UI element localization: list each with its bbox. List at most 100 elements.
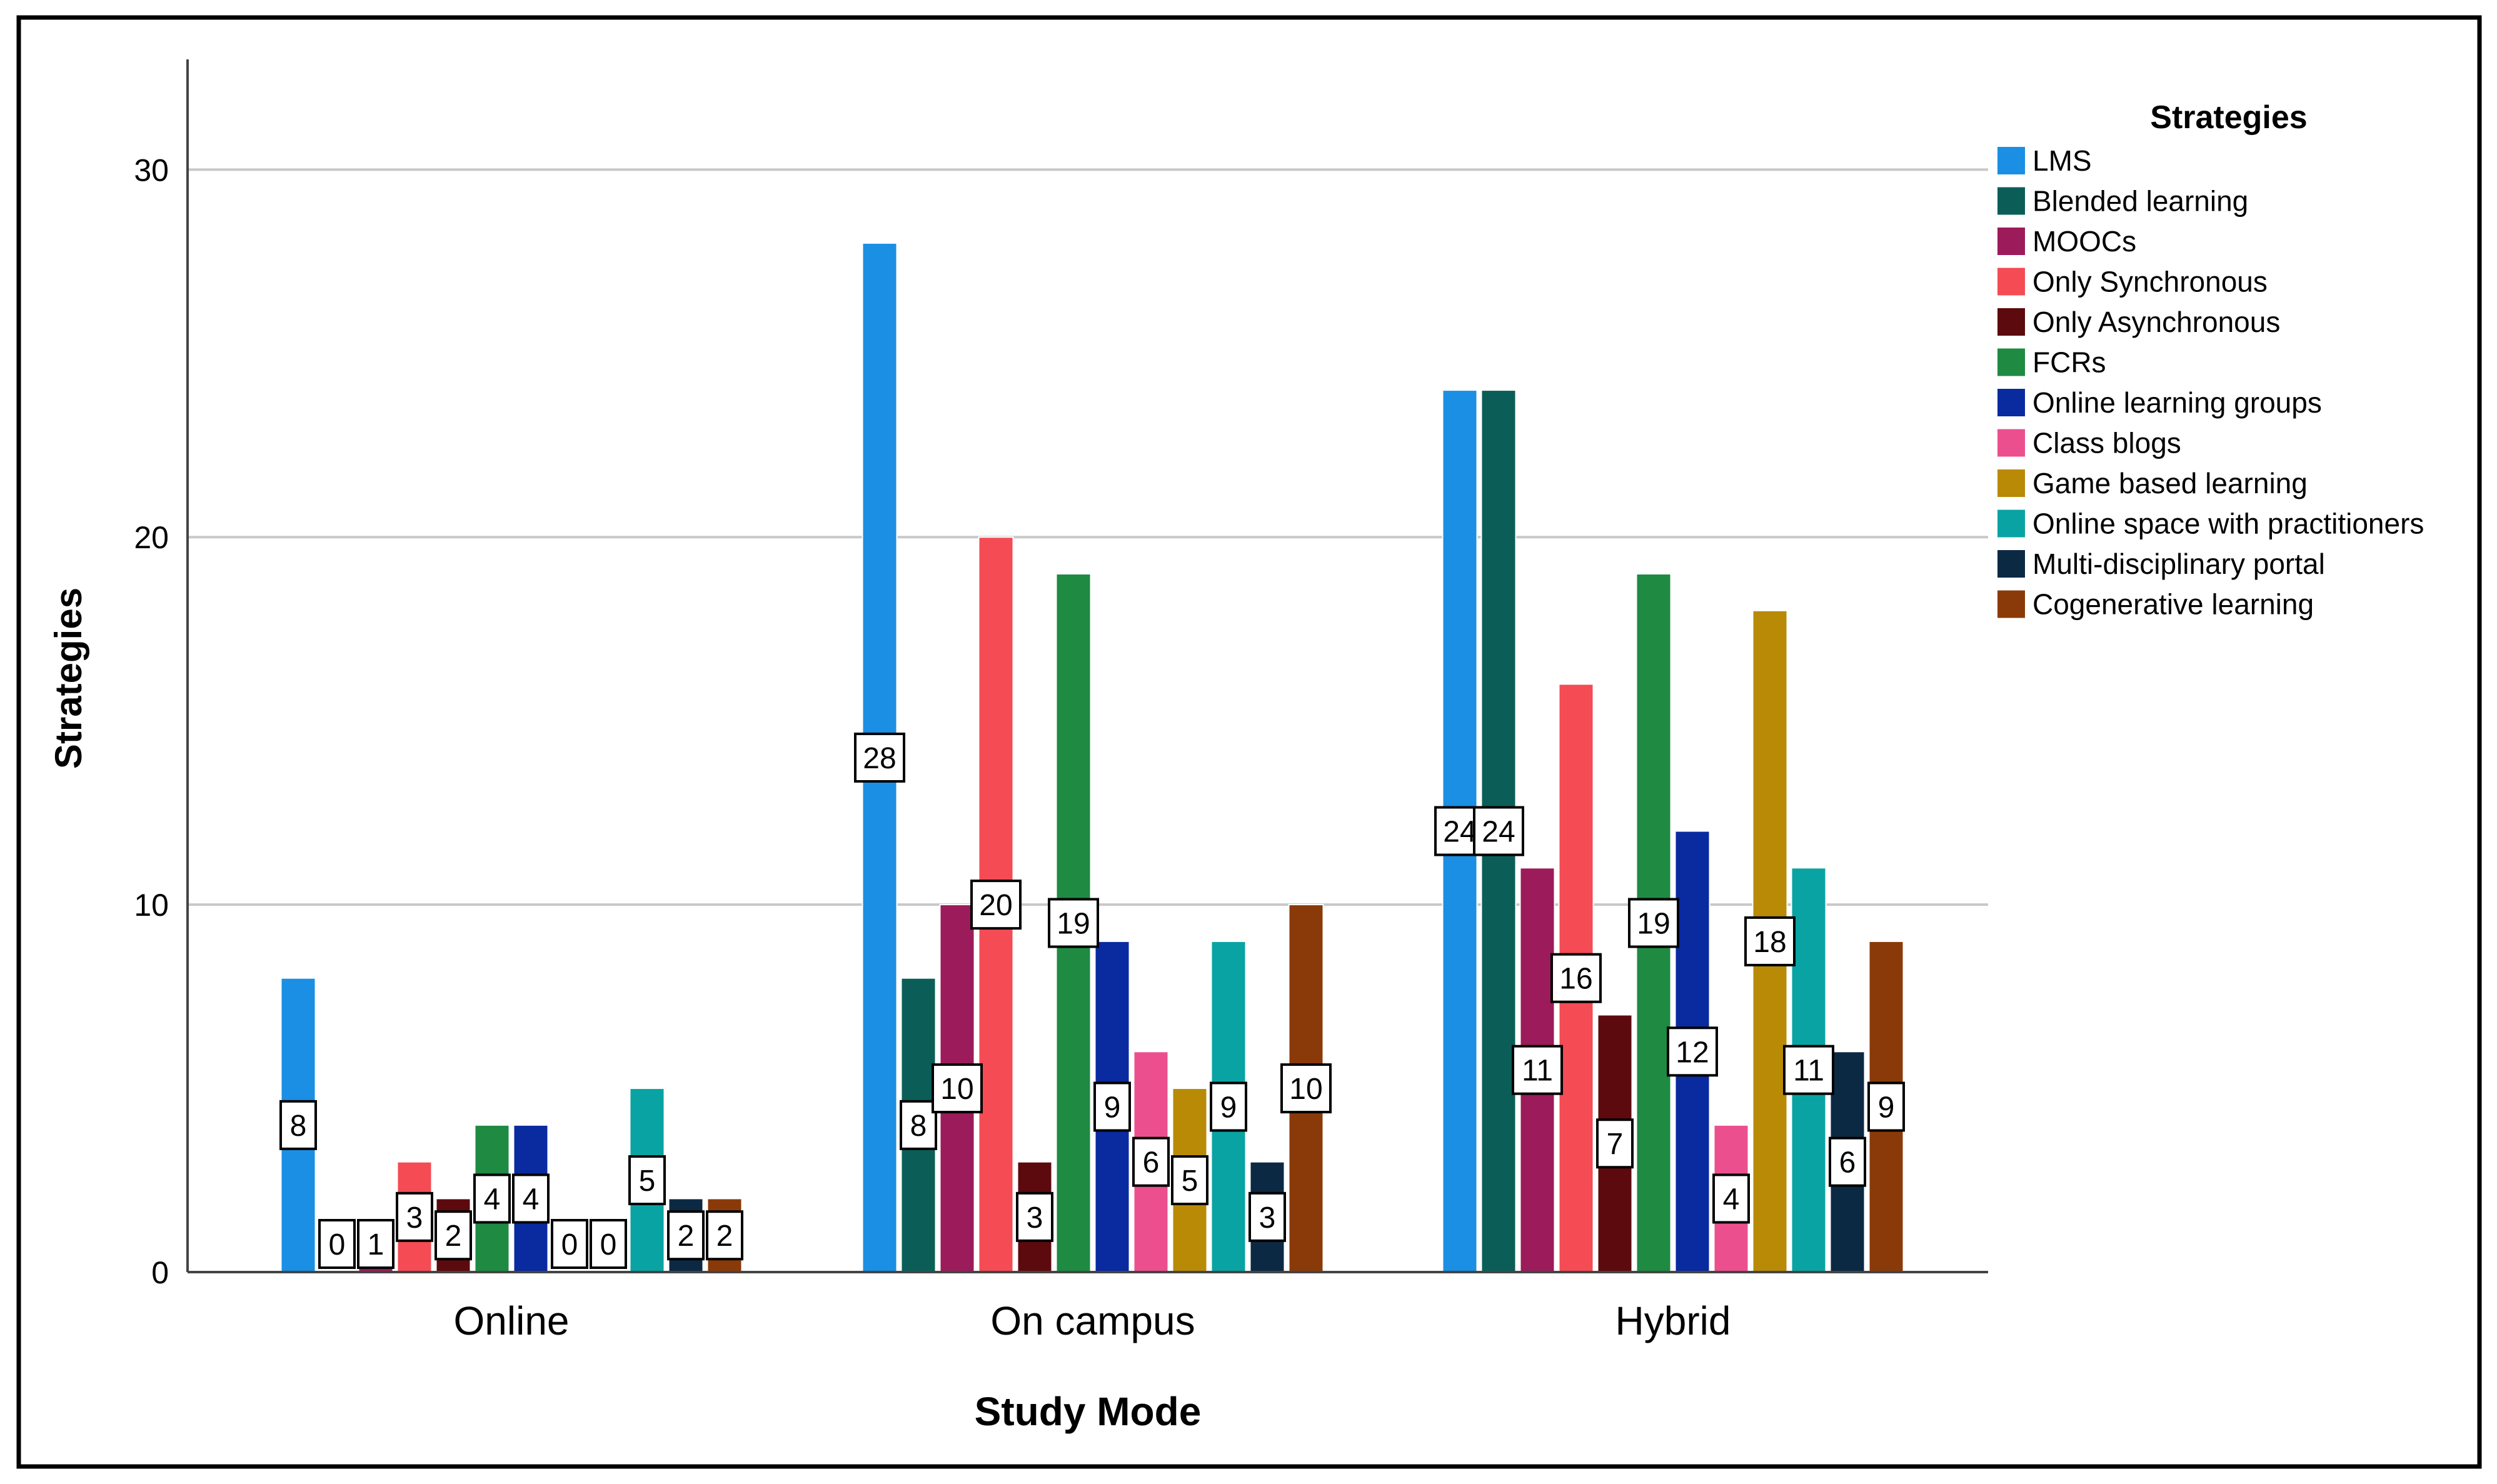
data-label-box — [1248, 1191, 1286, 1242]
data-label-box — [854, 732, 905, 783]
x-tick-label: On campus — [990, 1298, 1195, 1343]
data-label-box — [551, 1219, 588, 1269]
data-label-text: 1 — [368, 1228, 384, 1261]
data-label-box — [1473, 806, 1524, 856]
data-label: 3 — [1016, 1191, 1053, 1242]
y-tick-label: 10 — [134, 888, 169, 923]
x-tick-label: Online — [454, 1298, 570, 1343]
data-label: 6 — [1132, 1136, 1170, 1187]
legend-item: Multi-disciplinary portal — [1997, 548, 2325, 580]
data-label-text: 9 — [1220, 1091, 1237, 1124]
data-label-text: 9 — [1104, 1091, 1121, 1124]
data-label: 7 — [1596, 1118, 1634, 1169]
data-label: 18 — [1744, 916, 1796, 966]
y-tick-label: 20 — [134, 520, 169, 555]
data-label: 0 — [318, 1219, 356, 1269]
data-label-text: 3 — [1259, 1201, 1276, 1235]
data-label-box — [1512, 1045, 1563, 1095]
data-label-box — [1048, 898, 1099, 948]
legend-label: Blended learning — [2032, 185, 2248, 218]
data-label-box — [900, 1100, 937, 1150]
data-label-box — [1280, 1063, 1332, 1114]
data-label: 2 — [435, 1210, 472, 1261]
data-label: 12 — [1667, 1026, 1718, 1077]
data-label: 2 — [706, 1210, 743, 1261]
data-label-text: 16 — [1559, 963, 1592, 996]
data-label: 5 — [628, 1155, 666, 1206]
data-label: 9 — [1093, 1081, 1131, 1132]
data-label-text: 20 — [979, 889, 1012, 922]
data-label-box — [435, 1210, 472, 1261]
legend-swatch — [1997, 187, 2025, 215]
data-label-text: 2 — [716, 1220, 733, 1253]
legend-item: LMS — [1997, 144, 2092, 177]
data-label-text: 10 — [940, 1073, 973, 1106]
legend-label: Online learning groups — [2032, 386, 2322, 419]
data-label-box — [1016, 1191, 1053, 1242]
legend-swatch — [1997, 469, 2025, 497]
data-label-box — [512, 1173, 550, 1224]
data-label-text: 0 — [561, 1228, 578, 1261]
legend-swatch — [1997, 268, 2025, 296]
legend-item: Only Asynchronous — [1997, 306, 2280, 338]
data-label-text: 12 — [1676, 1036, 1709, 1069]
legend-swatch — [1997, 147, 2025, 174]
data-label-text: 7 — [1607, 1128, 1624, 1161]
data-label: 9 — [1210, 1081, 1247, 1132]
data-label: 4 — [1712, 1173, 1750, 1224]
data-label-text: 8 — [910, 1110, 927, 1143]
data-label: 8 — [279, 1100, 317, 1150]
data-label-box — [1712, 1173, 1750, 1224]
legend-swatch — [1997, 389, 2025, 416]
legend: Strategies LMS Blended learning MOOCs Only … — [1997, 99, 2424, 621]
data-label: 1 — [357, 1219, 394, 1269]
legend-swatch — [1997, 308, 2025, 336]
data-label-text: 24 — [1443, 816, 1476, 849]
legend-item: FCRs — [1997, 346, 2106, 379]
data-label-box — [1093, 1081, 1131, 1132]
data-label: 9 — [1867, 1081, 1905, 1132]
legend-label: Online space with practitioners — [2032, 508, 2424, 540]
x-tick-label: Hybrid — [1615, 1298, 1731, 1343]
data-label: 0 — [551, 1219, 588, 1269]
data-label: 2 — [667, 1210, 705, 1261]
data-label-box — [1596, 1118, 1634, 1169]
legend-title: Strategies — [2150, 99, 2307, 136]
data-label-text: 18 — [1753, 926, 1786, 959]
data-label: 0 — [590, 1219, 627, 1269]
data-label: 8 — [900, 1100, 937, 1150]
data-label-text: 4 — [523, 1183, 540, 1216]
legend-swatch — [1997, 228, 2025, 255]
legend-label: LMS — [2032, 144, 2092, 177]
data-label-text: 2 — [445, 1220, 462, 1253]
data-label-text: 5 — [1182, 1165, 1198, 1198]
data-label-box — [1667, 1026, 1718, 1077]
data-label-text: 4 — [484, 1183, 501, 1216]
data-label-box — [1210, 1081, 1247, 1132]
data-label-text: 0 — [600, 1228, 617, 1261]
legend-swatch — [1997, 509, 2025, 538]
legend-item: Online space with practitioners — [1997, 508, 2424, 540]
data-label-box — [357, 1219, 394, 1269]
legend-item: Game based learning — [1997, 467, 2308, 499]
data-label: 19 — [1048, 898, 1099, 948]
data-label: 24 — [1473, 806, 1524, 856]
y-tick-label: 30 — [134, 153, 169, 188]
data-label-box — [473, 1173, 511, 1224]
data-label-text: 11 — [1793, 1055, 1824, 1088]
legend-label: Only Synchronous — [2032, 266, 2268, 298]
data-label: 10 — [932, 1063, 983, 1114]
data-label-box — [1132, 1136, 1170, 1187]
data-label-box — [667, 1210, 705, 1261]
data-label: 4 — [473, 1173, 511, 1224]
data-label-text: 11 — [1522, 1055, 1553, 1088]
data-label: 11 — [1783, 1045, 1834, 1095]
data-label: 3 — [396, 1191, 433, 1242]
legend-swatch — [1997, 590, 2025, 618]
data-label: 3 — [1248, 1191, 1286, 1242]
legend-item: MOOCs — [1997, 225, 2136, 258]
legend-item: Cogenerative learning — [1997, 588, 2314, 621]
data-label: 16 — [1550, 953, 1602, 1003]
